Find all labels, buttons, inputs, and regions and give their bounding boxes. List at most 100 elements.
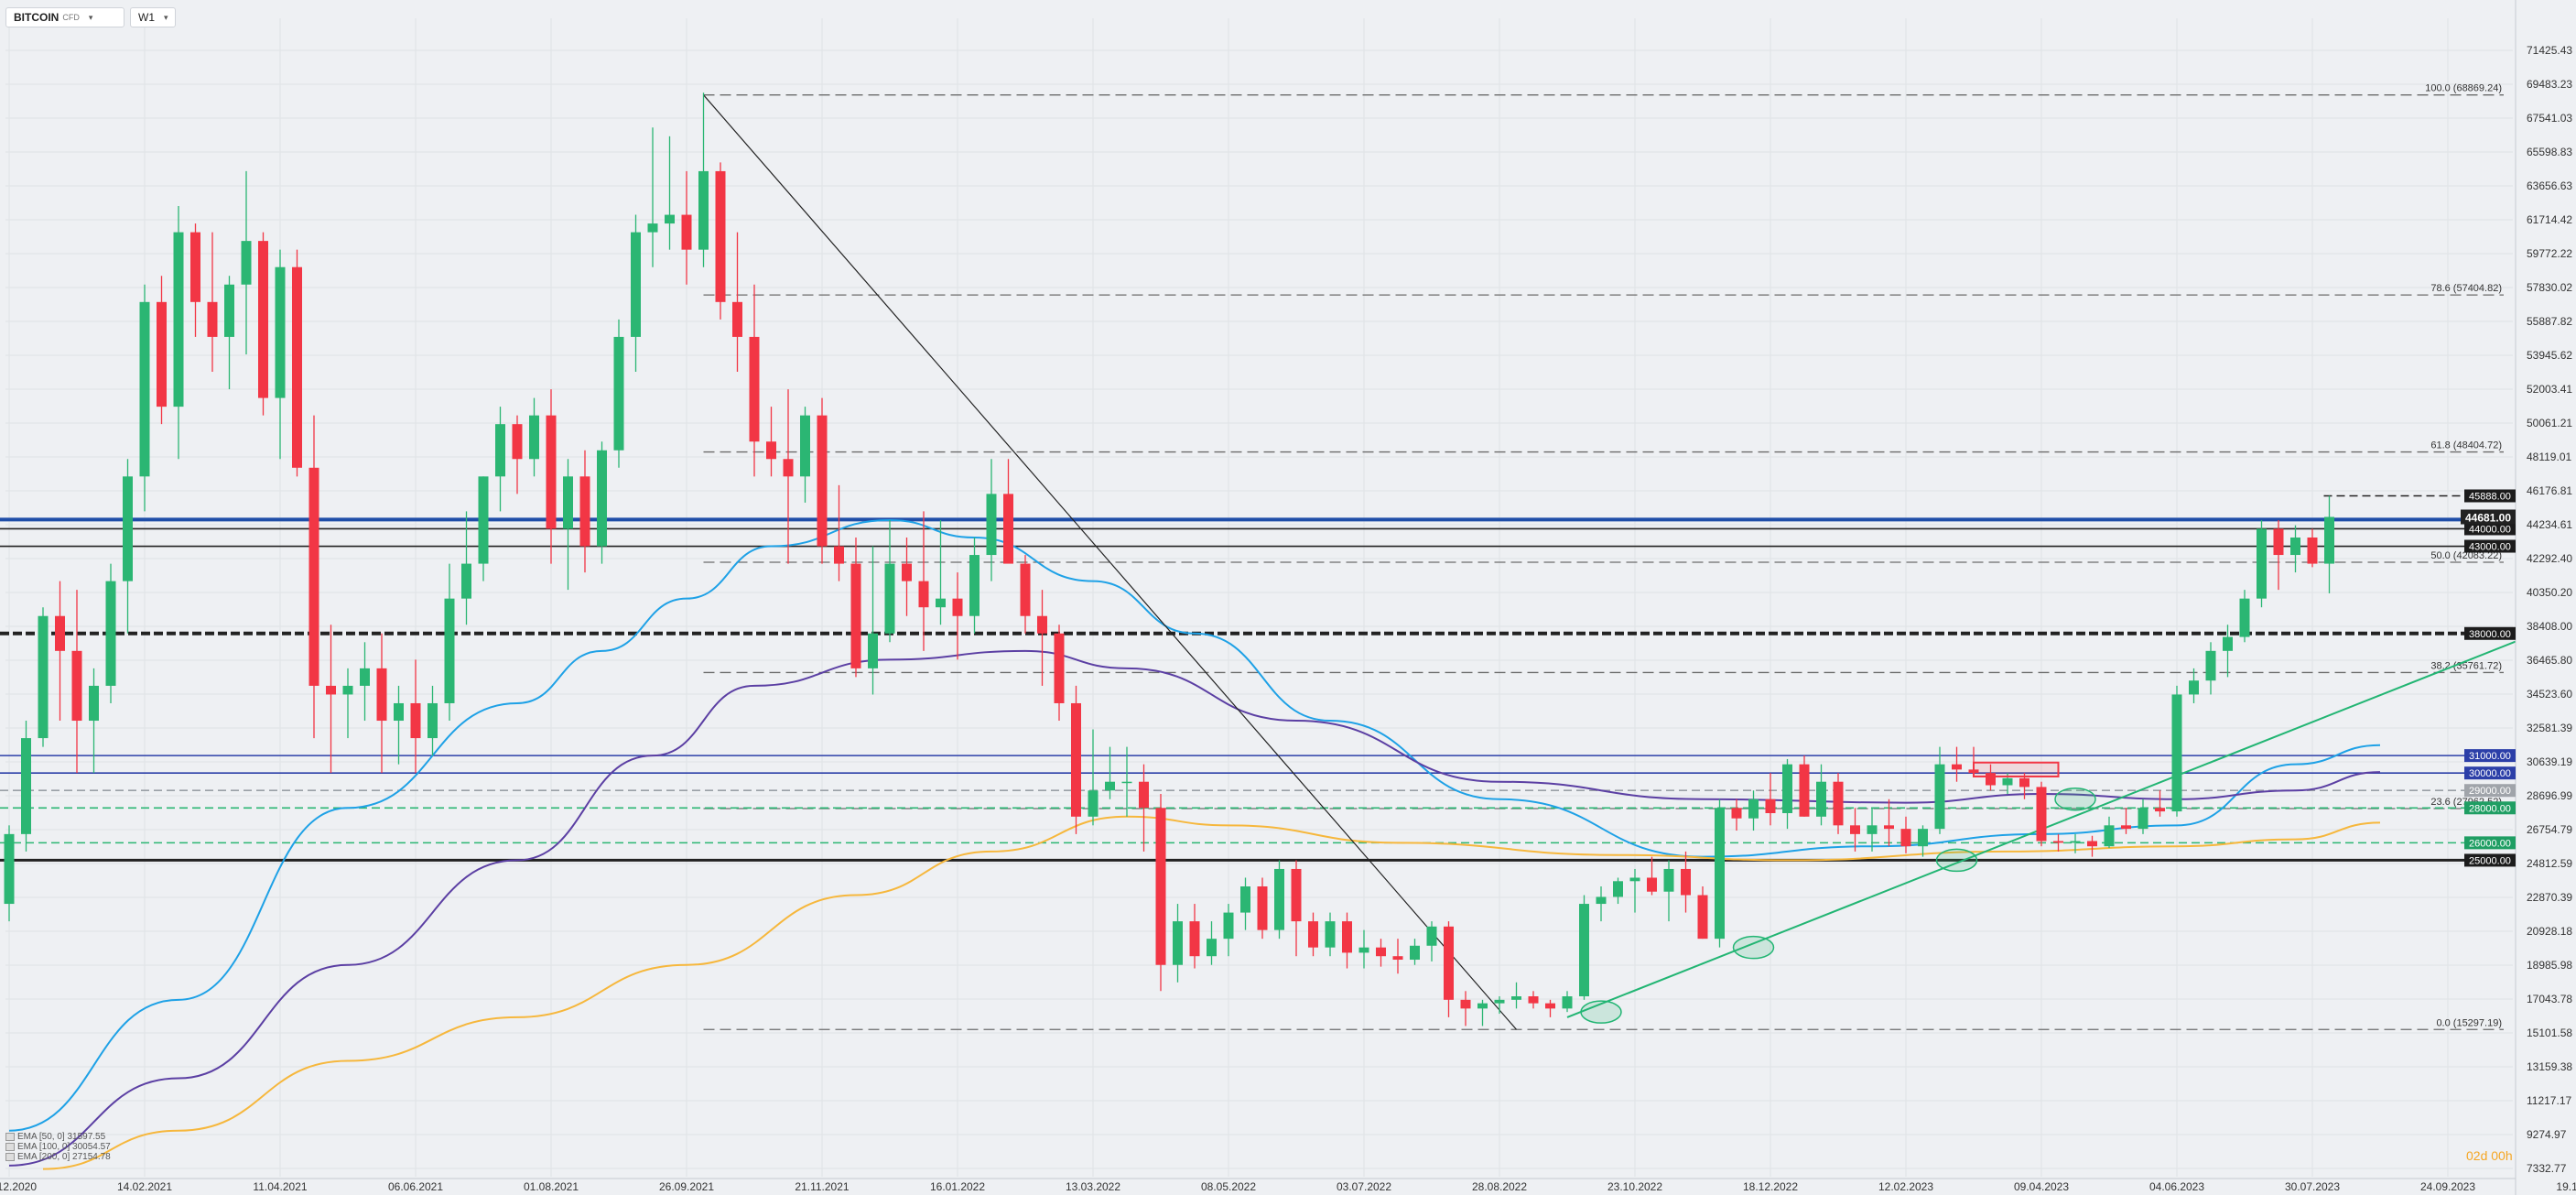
candle-body	[732, 301, 742, 337]
candle-body	[1562, 996, 1573, 1009]
candle-body	[308, 467, 319, 686]
legend-item[interactable]: EMA [100, 0] 30054.57	[5, 1142, 111, 1152]
candle-body	[800, 415, 810, 477]
price-tag-label: 30000.00	[2469, 768, 2511, 779]
candle-body	[2036, 787, 2047, 842]
price-tick-label: 18985.98	[2527, 959, 2572, 972]
candle-body	[1579, 904, 1589, 997]
price-tick-label: 20928.18	[2527, 925, 2572, 938]
price-tag-label: 38000.00	[2469, 629, 2511, 640]
price-tag-bg	[2464, 801, 2516, 815]
candle-body	[173, 232, 184, 407]
candle-body	[1850, 825, 1860, 834]
price-tag-bg	[2464, 489, 2516, 503]
time-tick-label: 26.09.2021	[659, 1180, 714, 1193]
candle-body	[1444, 926, 1454, 1000]
ema100-label: EMA [100, 0] 30054.57	[17, 1142, 111, 1152]
candle-body	[1799, 764, 1810, 817]
candle-body	[1037, 615, 1047, 634]
candle-body	[1376, 947, 1386, 957]
candle-body	[1884, 825, 1894, 830]
candle-body	[1139, 781, 1149, 809]
indicator-toggle-icon[interactable]	[5, 1133, 15, 1141]
candle-body	[1460, 999, 1471, 1009]
candle-body	[1477, 1003, 1488, 1009]
ellipse-annotation	[1935, 848, 1978, 873]
time-tick-label: 12.02.2023	[1878, 1180, 1933, 1193]
candle-body	[1816, 781, 1826, 817]
price-tick-label: 26754.79	[2527, 823, 2572, 836]
candle-body	[613, 336, 624, 451]
price-axis: 71425.43 69483.23 67541.03 65598.83 63656.63…	[2515, 0, 2576, 1195]
indicator-toggle-icon[interactable]	[5, 1153, 15, 1161]
candle-body	[2273, 528, 2284, 556]
candle-body	[428, 702, 438, 739]
legend-item[interactable]: EMA [200, 0] 27154.78	[5, 1152, 111, 1162]
legend-item[interactable]: EMA [50, 0] 31597.55	[5, 1132, 111, 1142]
candle-body	[1274, 868, 1284, 930]
time-tick-label: 24.09.2023	[2420, 1180, 2475, 1193]
candle-body	[190, 232, 200, 302]
timeframe-label: W1	[138, 11, 155, 24]
candle-body	[579, 476, 590, 547]
price-tags: 45888.0044532.8644000.0043000.0038000.00…	[2461, 489, 2516, 867]
candle-body	[1054, 633, 1065, 703]
candle-body	[1291, 868, 1302, 922]
timeframe-selector[interactable]: W1 ▾	[130, 7, 176, 27]
price-tick-label: 67541.03	[2527, 112, 2572, 125]
price-tick-label: 50061.21	[2527, 417, 2572, 429]
price-tag-bg	[2464, 539, 2516, 553]
candle-body	[1308, 921, 1318, 948]
bar-countdown: 02d 00h	[2466, 1148, 2513, 1163]
candle-body	[2070, 841, 2081, 843]
time-tick-label: 30.07.2023	[2285, 1180, 2340, 1193]
diagonal-line	[703, 94, 1517, 1030]
candle-body	[1731, 808, 1742, 819]
candle-body	[563, 476, 573, 529]
price-tag-bg	[2464, 853, 2516, 867]
price-tag-bg	[2464, 749, 2516, 763]
candle-body	[850, 563, 861, 668]
candle-body	[1223, 912, 1234, 940]
fib-level-label: 78.6 (57404.82)	[2430, 283, 2502, 294]
candle-body	[55, 615, 65, 651]
candle-body	[2155, 808, 2165, 812]
candle-body	[1697, 895, 1708, 940]
candle-body	[1020, 563, 1031, 616]
candle-body	[2223, 636, 2233, 651]
time-tick-label: 28.08.2022	[1472, 1180, 1527, 1193]
time-tick-label: 18.12.2022	[1743, 1180, 1798, 1193]
symbol-selector[interactable]: BITCOIN CFD ▾	[5, 7, 124, 27]
fib-level-label: 0.0 (15297.19)	[2436, 1017, 2502, 1028]
time-tick-label: 06.06.2021	[388, 1180, 443, 1193]
chevron-down-icon: ▾	[164, 12, 168, 22]
candle-body	[1121, 781, 1132, 784]
trend-line	[1566, 616, 2576, 1018]
candle-body	[1934, 764, 1945, 830]
price-tick-label: 13159.38	[2527, 1060, 2572, 1073]
price-tick-label: 53945.62	[2527, 349, 2572, 362]
candle-body	[1952, 764, 1962, 770]
fib-level-label: 50.0 (42083.22)	[2430, 550, 2502, 561]
price-levels	[0, 494, 2516, 862]
candle-body	[936, 598, 946, 608]
candle-body	[681, 214, 692, 250]
price-tick-label: 63656.63	[2527, 179, 2572, 192]
candle-body	[817, 415, 828, 547]
candle-body	[376, 668, 387, 722]
price-tick-label: 34523.60	[2527, 688, 2572, 701]
candle-body	[1511, 996, 1521, 1000]
candle-body	[71, 650, 82, 722]
price-tick-label: 69483.23	[2527, 78, 2572, 91]
ellipse-annotation	[2054, 788, 2096, 811]
candle-body	[834, 546, 844, 564]
price-tag-label: 29000.00	[2469, 786, 2511, 797]
indicator-toggle-icon[interactable]	[5, 1143, 15, 1151]
candle-body	[529, 415, 539, 460]
candle-body	[1410, 945, 1420, 961]
candle-body	[1342, 921, 1352, 953]
ema-line	[8, 649, 2381, 1167]
candle-body	[1105, 781, 1115, 791]
